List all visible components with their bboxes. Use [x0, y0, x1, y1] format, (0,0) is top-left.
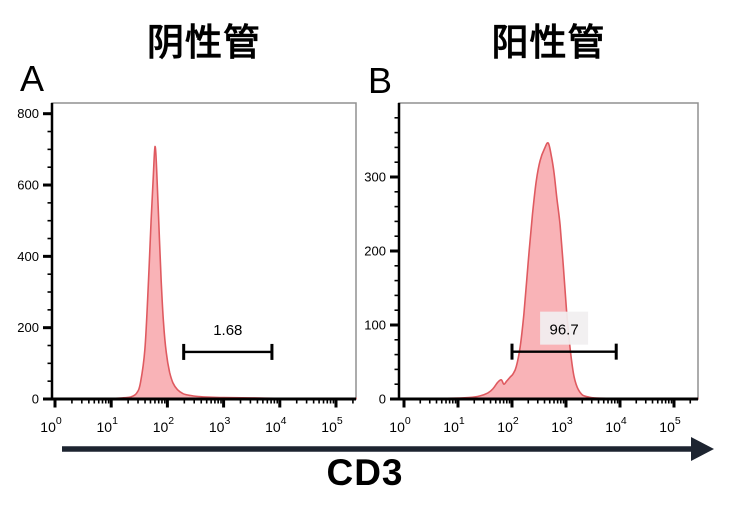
panel-a-letter: A [20, 58, 45, 99]
panel-b-y-tick-label: 200 [364, 244, 386, 259]
panel-b-y-tick-label: 0 [379, 392, 386, 407]
panel-a-y-tick-label: 800 [17, 106, 39, 121]
panel-b-x-tick-label: 100 [389, 415, 411, 435]
panel-a-x-tick-label: 103 [209, 415, 231, 435]
panel-b-histogram-curve [398, 141, 699, 400]
panel-a-histogram-curve [51, 145, 357, 400]
panel-a-frame [51, 102, 357, 400]
panel-a-y-tick-label: 0 [32, 392, 39, 407]
panel-a-y-tick-label: 400 [17, 249, 39, 264]
panel-a-x-tick-label: 104 [265, 415, 287, 435]
panel-b-letter: B [368, 60, 393, 101]
panel-a-title: 阴性管 [147, 22, 261, 63]
panel-a-gate-label-bg [203, 311, 252, 345]
panel-b-x-tick-label: 102 [497, 415, 519, 435]
panel-b-x-tick-label: 101 [443, 415, 465, 435]
x-axis-label: CD3 [326, 452, 404, 493]
panel-a-gate-percentage: 1.68 [213, 322, 242, 339]
panel-b-x-tick-label: 103 [551, 415, 573, 435]
cd3-axis-arrow-head [691, 437, 714, 461]
panel-b-gate-label-bg [540, 311, 589, 345]
panel-b-y-tick-label: 100 [364, 318, 386, 333]
panel-a-x-tick-label: 102 [153, 415, 175, 435]
panel-b-y-tick-label: 300 [364, 170, 386, 185]
panel-b-gate-percentage: 96.7 [550, 322, 579, 339]
panel-a-x-tick-label: 101 [96, 415, 118, 435]
panel-a-y-tick-label: 600 [17, 178, 39, 193]
panel-a-y-tick-label: 200 [17, 320, 39, 335]
panel-b-title: 阳性管 [491, 22, 606, 63]
panel-b-x-tick-label: 105 [659, 415, 681, 435]
panel-a-x-tick-label: 100 [40, 415, 62, 435]
panel-b-x-tick-label: 104 [605, 415, 627, 435]
panel-a-x-tick-label: 105 [321, 415, 343, 435]
